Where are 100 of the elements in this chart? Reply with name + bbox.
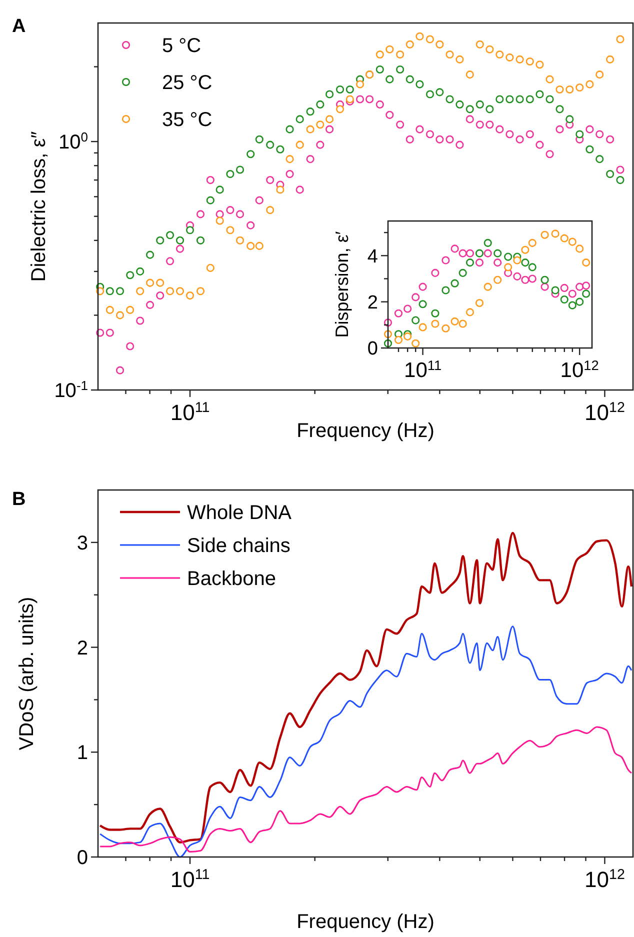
point: [513, 256, 522, 264]
point: [466, 308, 474, 316]
point: [566, 85, 574, 94]
y-tick-label: 2: [367, 292, 378, 314]
point: [526, 95, 534, 104]
point: [316, 120, 324, 129]
point: [296, 115, 304, 124]
point: [396, 50, 404, 59]
point: [136, 267, 144, 276]
y-tick-label: 0: [76, 847, 88, 869]
point: [126, 271, 134, 280]
point: [536, 140, 544, 149]
point: [506, 130, 514, 138]
point: [556, 105, 564, 114]
point: [106, 306, 114, 314]
point: [436, 88, 444, 96]
point: [236, 210, 244, 218]
point: [356, 80, 364, 88]
point: [586, 80, 594, 88]
point: [404, 304, 412, 313]
x-tick-label: 10$^{11}$: [170, 867, 210, 892]
point: [296, 140, 304, 149]
point: [458, 249, 467, 258]
point: [246, 221, 255, 230]
point: [236, 166, 244, 174]
point: [136, 316, 144, 325]
point: [521, 246, 530, 254]
point: [216, 186, 224, 194]
point: [266, 206, 274, 214]
point: [356, 95, 364, 104]
point: [412, 316, 420, 324]
point: [466, 70, 474, 79]
point: [255, 242, 264, 250]
point: [136, 287, 144, 296]
point: [606, 135, 614, 144]
x-tick-label: 10$^{12}$: [560, 358, 599, 382]
point: [326, 125, 334, 134]
point: [616, 176, 624, 184]
point: [116, 366, 124, 374]
point: [146, 250, 154, 259]
y-tick-label: 1: [76, 742, 88, 764]
point: [166, 257, 174, 266]
point: [516, 95, 524, 104]
point: [526, 57, 534, 66]
point: [306, 125, 314, 134]
point: [426, 35, 434, 44]
point: [446, 135, 454, 144]
point: [246, 150, 255, 158]
point: [475, 249, 484, 258]
point: [386, 45, 394, 54]
point: [456, 100, 464, 108]
point: [426, 130, 434, 138]
point: [496, 95, 504, 104]
point: [156, 292, 164, 300]
y-tick-label: 0: [367, 338, 378, 360]
point: [475, 298, 484, 307]
point: [126, 306, 134, 314]
point: [146, 300, 154, 309]
point: [504, 252, 512, 261]
point: [616, 166, 624, 174]
point: [494, 249, 502, 258]
point: [296, 186, 304, 194]
point: [536, 60, 544, 69]
point: [446, 50, 454, 59]
point: [216, 210, 224, 218]
x-axis-title: Frequency (Hz): [296, 911, 434, 933]
point: [386, 110, 394, 119]
point: [416, 32, 424, 40]
point: [206, 176, 214, 184]
point: [496, 125, 504, 134]
y-tick-label: 4: [367, 246, 378, 268]
point: [436, 135, 444, 144]
point: [556, 85, 564, 94]
y-tick-label: 10$^{-1}$: [54, 378, 88, 402]
point: [431, 268, 440, 277]
point: [286, 125, 294, 134]
point: [286, 170, 294, 178]
point: [146, 278, 154, 287]
legend-label: Side chains: [187, 535, 290, 557]
point: [255, 196, 264, 204]
point: [176, 244, 184, 253]
x-tick-label: 10$^{12}$: [584, 867, 625, 892]
point: [216, 216, 224, 225]
point: [540, 230, 549, 239]
y-axis-title: Dispersion, ε′: [332, 230, 352, 338]
point: [540, 276, 549, 284]
chart-title: B: [12, 489, 26, 510]
point: [446, 95, 454, 104]
point: [436, 40, 444, 48]
point: [266, 176, 274, 184]
point: [506, 95, 514, 104]
point: [396, 120, 404, 129]
point: [406, 75, 414, 84]
point: [576, 130, 584, 138]
point: [406, 40, 414, 48]
point: [596, 70, 604, 79]
y-tick-label: 2: [76, 637, 88, 660]
point: [416, 125, 424, 134]
chart-title: A: [12, 16, 26, 37]
point: [596, 130, 604, 138]
